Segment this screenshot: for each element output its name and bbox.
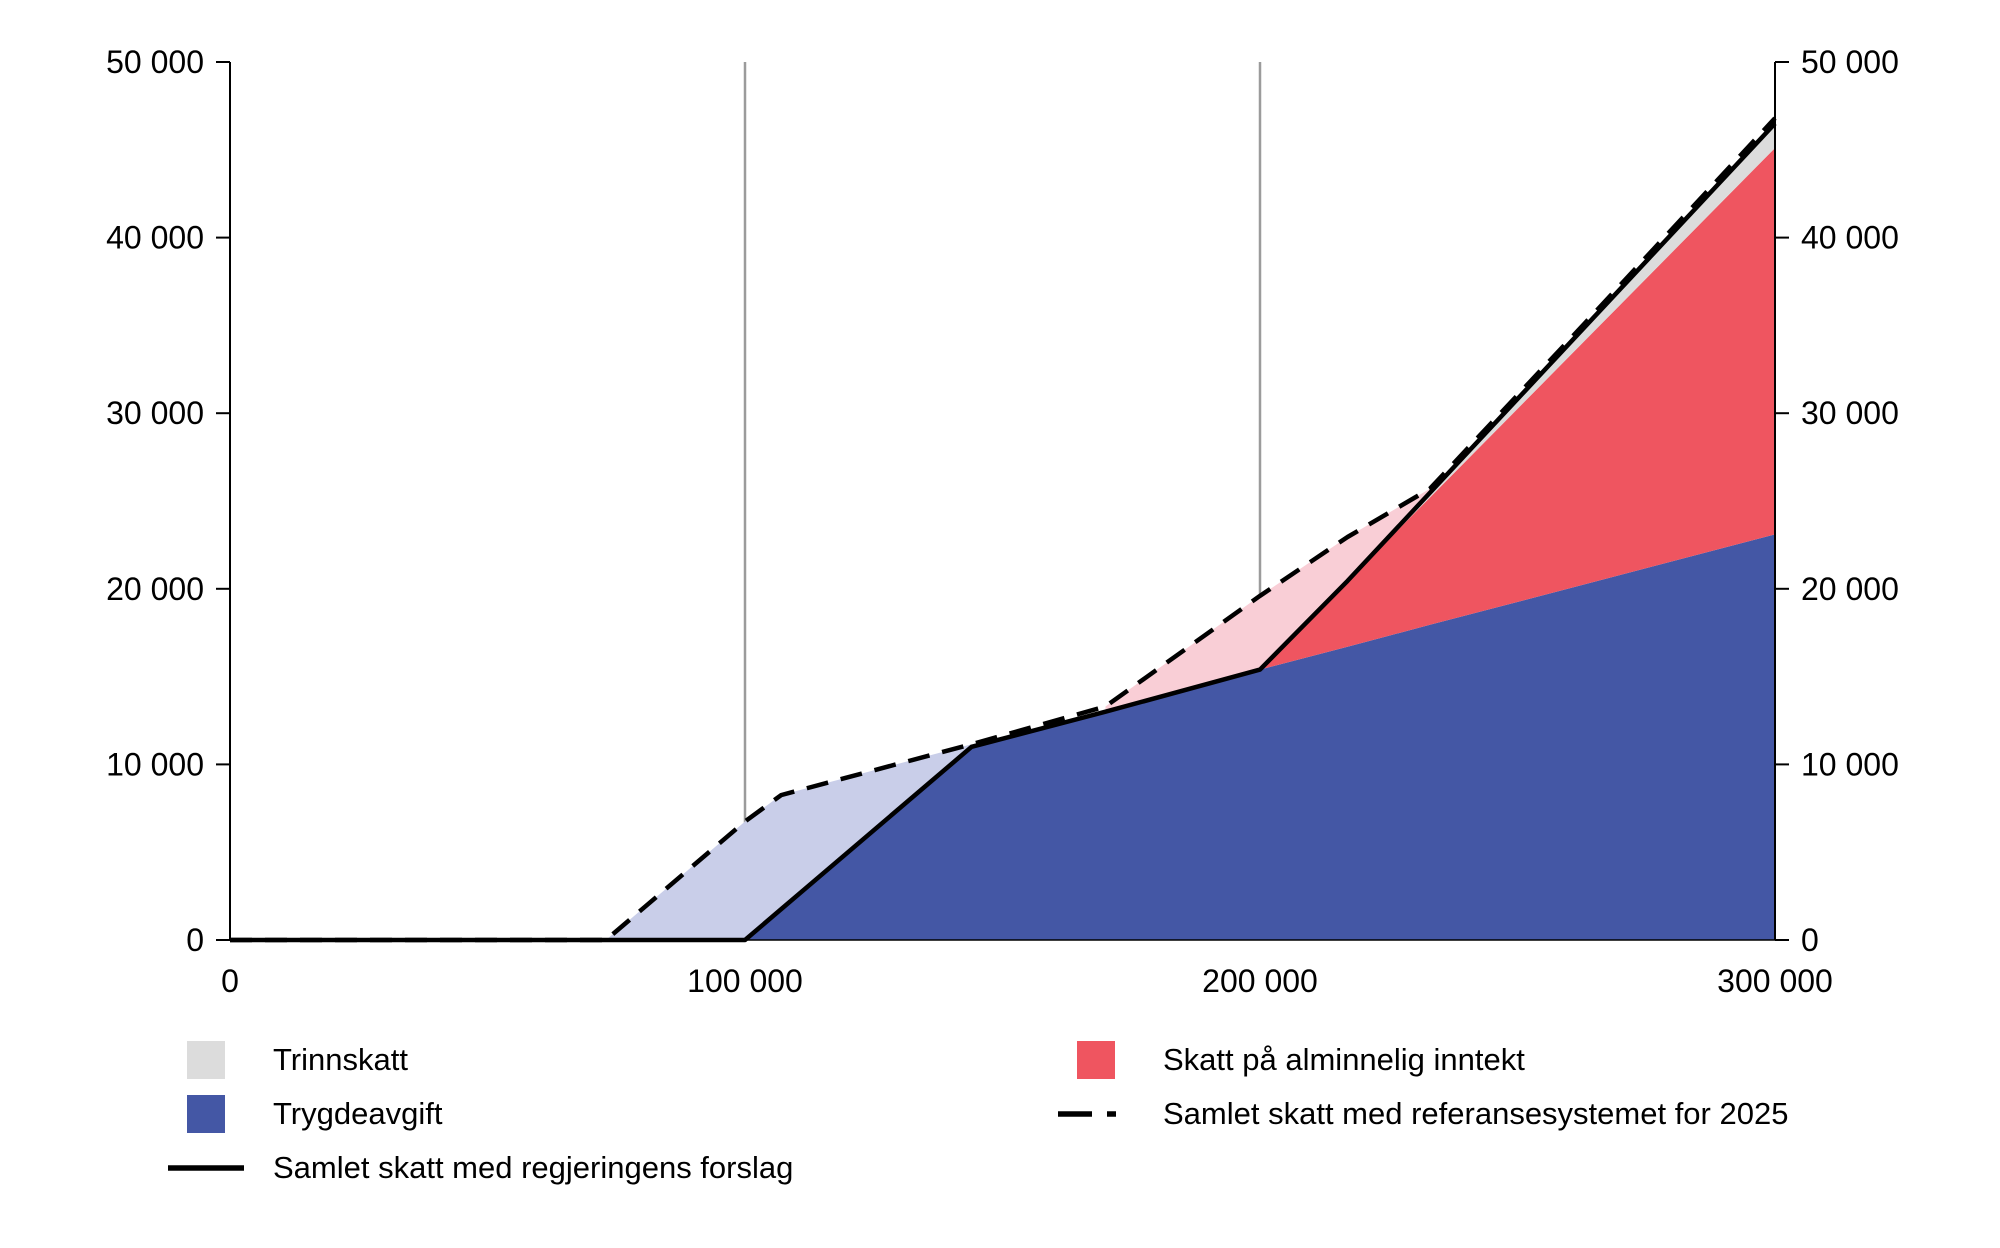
swatch-cell xyxy=(1055,1106,1137,1122)
legend-item-samlet-skatt-forslag: Samlet skatt med regjeringens forslag xyxy=(165,1149,1055,1187)
y-axis-label-left-10000: 10 000 xyxy=(106,746,204,782)
y-axis-label-right-50000: 50 000 xyxy=(1801,44,1899,80)
x-axis-label-300000: 300 000 xyxy=(1717,963,1833,999)
x-axis-label-0: 0 xyxy=(221,963,239,999)
chart-legend: Trinnskatt Trygdeavgift Samlet skatt med… xyxy=(0,1041,2000,1187)
y-axis-label-right-0: 0 xyxy=(1801,922,1819,958)
y-axis-label-right-40000: 40 000 xyxy=(1801,220,1899,256)
solid-line-swatch xyxy=(168,1165,244,1171)
y-axis-label-right-10000: 10 000 xyxy=(1801,746,1899,782)
diff-area-difference-reference-over-proposal-mid-income xyxy=(1105,488,1430,712)
trygdeavgift-color-swatch xyxy=(187,1095,225,1133)
y-axis-label-left-30000: 30 000 xyxy=(106,395,204,431)
legend-label-trygdeavgift: Trygdeavgift xyxy=(273,1096,443,1131)
y-axis-label-right-30000: 30 000 xyxy=(1801,395,1899,431)
trinnskatt-color-swatch xyxy=(187,1041,225,1079)
legend-column-right: Skatt på alminnelig inntekt Samlet skatt… xyxy=(1055,1041,1788,1187)
swatch-cell xyxy=(1055,1041,1137,1079)
y-axis-label-left-40000: 40 000 xyxy=(106,220,204,256)
x-axis-label-200000: 200 000 xyxy=(1202,963,1318,999)
legend-item-samlet-skatt-referansesystem: Samlet skatt med referansesystemet for 2… xyxy=(1055,1095,1788,1133)
x-axis-label-100000: 100 000 xyxy=(687,963,803,999)
y-axis-label-left-20000: 20 000 xyxy=(106,571,204,607)
y-axis-label-right-20000: 20 000 xyxy=(1801,571,1899,607)
area-skatt-p-alminnelig-inntekt xyxy=(230,148,1775,940)
legend-label-trinnskatt: Trinnskatt xyxy=(273,1042,408,1077)
line-samlet-skatt-med-referansesystemet-for-2025 xyxy=(230,116,1777,943)
y-axis-label-left-0: 0 xyxy=(186,922,204,958)
legend-item-trygdeavgift: Trygdeavgift xyxy=(165,1095,1055,1133)
line-samlet-skatt-med-regjeringens-forslag xyxy=(230,121,1777,943)
swatch-cell xyxy=(165,1095,247,1133)
swatch-cell xyxy=(165,1160,247,1176)
diff-area-difference-reference-over-proposal-low-income xyxy=(605,744,972,940)
legend-label-samlet-skatt-referansesystem: Samlet skatt med referansesystemet for 2… xyxy=(1163,1096,1789,1131)
legend-item-trinnskatt: Trinnskatt xyxy=(165,1041,1055,1079)
dashed-line-swatch xyxy=(1058,1111,1134,1117)
y-axis-label-left-50000: 50 000 xyxy=(106,44,204,80)
legend-column-left: Trinnskatt Trygdeavgift Samlet skatt med… xyxy=(165,1041,1055,1187)
swatch-cell xyxy=(165,1041,247,1079)
alminnelig-inntekt-color-swatch xyxy=(1077,1041,1115,1079)
legend-label-samlet-skatt-forslag: Samlet skatt med regjeringens forslag xyxy=(273,1150,794,1185)
area-trygdeavgift xyxy=(230,534,1775,940)
legend-item-skatt-alminnelig-inntekt: Skatt på alminnelig inntekt xyxy=(1055,1041,1788,1079)
legend-label-skatt-alminnelig-inntekt: Skatt på alminnelig inntekt xyxy=(1163,1042,1525,1077)
